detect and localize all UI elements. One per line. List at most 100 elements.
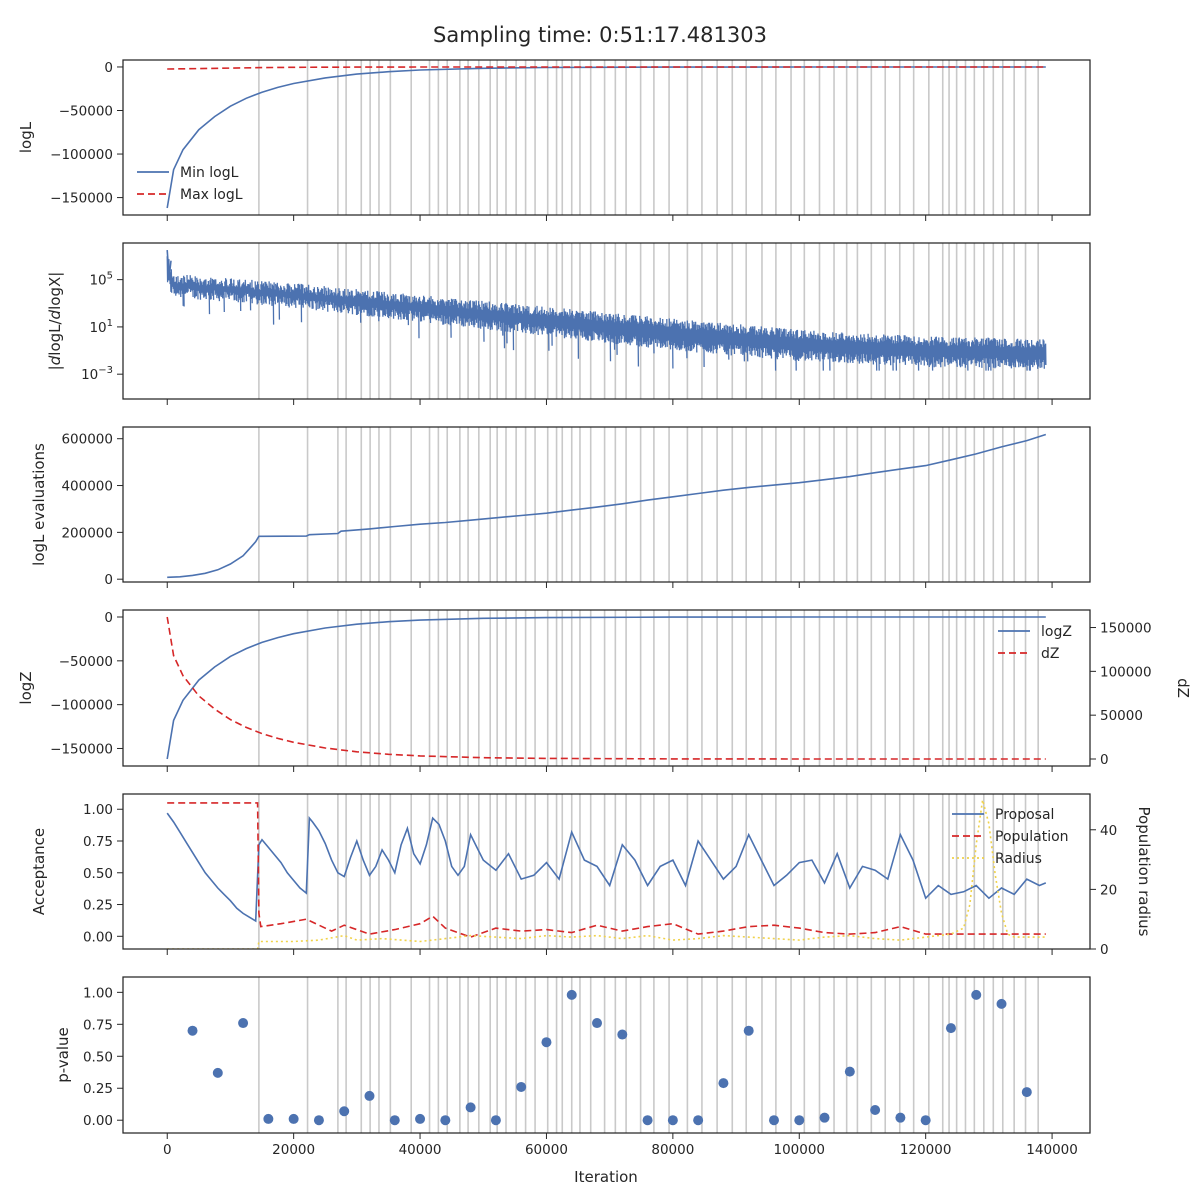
y-axis-label: |dlogL/dlogX| [46,272,64,371]
legend-label: logZ [1041,624,1072,640]
legend-label: Radius [995,851,1042,867]
data-point [870,1104,881,1115]
x-tick-label: 120000 [900,1142,952,1158]
series-group [187,989,1032,1126]
reference-lines [258,427,1039,582]
reference-lines [258,60,1039,215]
y-tick-label-right: 40 [1100,823,1117,839]
x-tick-label: 0 [163,1142,172,1158]
data-point [566,989,577,1000]
figure-title: Sampling time: 0:51:17.481303 [433,23,767,47]
panel-3: 0 200000 400000 600000 logL evaluations [30,426,1091,588]
data-point [490,1115,501,1126]
y-tick-label: −50000 [59,654,113,670]
data-point [440,1115,451,1126]
y-axis-label: logL evaluations [30,443,48,566]
data-point [920,1115,931,1126]
y-tick-label: 101 [89,318,113,336]
series-group [166,799,1047,949]
data-point [465,1102,476,1113]
series-line-2 [166,616,1046,760]
panel-5: 0.00 0.25 0.50 0.75 1.00 0 20 40 Acceptance Popul… [30,793,1153,958]
panel-1: 0 −50000 −100000 −150000 logL Min logL Max log… [17,59,1091,221]
data-point [592,1018,603,1029]
data-point [364,1090,375,1101]
panel-4: 0 −50000 −100000 −150000 0 50000 100000 150000 l… [17,609,1192,772]
data-point [288,1113,299,1124]
y-tick-label: 200000 [61,525,113,541]
y-tick-label-right: 0 [1100,942,1109,958]
data-point [212,1067,223,1078]
y-tick-label: 0 [104,572,113,588]
panels: 0 −50000 −100000 −150000 logL Min logL Max log… [17,59,1192,1158]
data-point [238,1018,249,1029]
y-axis-label: logZ [17,671,35,704]
y-tick-label: −100000 [50,147,113,163]
axes-frame [122,793,1091,950]
series-line-1 [166,812,1047,923]
legend-label: Min logL [180,165,239,181]
y-tick-label: 0.00 [83,1113,113,1129]
x-tick-label: 140000 [1026,1142,1078,1158]
y-tick-label: 0 [104,610,113,626]
data-point [819,1112,830,1123]
y-axis-label: Acceptance [30,828,48,915]
y-tick-label: 1.00 [83,802,113,818]
y-tick-label-right: 150000 [1100,621,1152,637]
axes-frame [122,976,1091,1134]
y-tick-label: 0.50 [83,866,113,882]
x-tick-label: 80000 [651,1142,694,1158]
series-line-2 [167,802,1046,938]
series-line [166,256,1047,371]
data-point [844,1066,855,1077]
x-axis-label: Iteration [574,1168,638,1186]
data-point [263,1113,274,1124]
data-point [642,1115,653,1126]
panel-2: 105 101 10−3 |dlogL/dlogX| [46,242,1091,405]
y-tick-label: 400000 [61,479,113,495]
y-tick-label-right: 100000 [1100,664,1152,680]
data-point [516,1081,527,1092]
reference-lines [258,977,1039,1133]
y-axis-label: p-value [54,1027,72,1083]
axes-frame [122,426,1091,583]
y-tick-label: 600000 [61,432,113,448]
y-tick-label: 0.25 [83,898,113,914]
y-tick-label: 0.75 [83,834,113,850]
y-tick-label: 1.00 [83,985,113,1001]
x-tick-label: 100000 [773,1142,825,1158]
y-tick-label: −150000 [50,191,113,207]
legend-label: dZ [1041,646,1059,662]
y-tick-label: 10−3 [81,365,113,383]
axes-frame [122,609,1091,767]
data-point [718,1078,729,1089]
y-tick-label: 0.25 [83,1081,113,1097]
data-point [541,1037,552,1048]
y-tick-label: 105 [89,271,113,289]
series-group [167,433,1047,579]
reference-lines [258,610,1039,766]
series-group [166,66,1046,209]
y-tick-label: 0 [104,60,113,76]
reference-lines [258,794,1039,949]
series-line-1 [166,616,1046,760]
data-point [339,1106,350,1117]
y-tick-label-right: 0 [1100,752,1109,768]
y-tick-label: −50000 [59,104,113,120]
y-axis-label-right: Population radius [1135,807,1153,937]
data-point [743,1025,754,1036]
legend-label: Proposal [995,807,1054,823]
data-point [415,1113,426,1124]
data-point [389,1115,400,1126]
series-group [166,250,1047,371]
series-line-1 [167,433,1047,579]
y-axis-label-right: dZ [1174,678,1192,698]
x-tick-label: 60000 [525,1142,568,1158]
data-point [617,1029,628,1040]
series-line-3 [167,799,1046,949]
data-point [693,1115,704,1126]
data-point [996,998,1007,1009]
y-tick-label: 0.50 [83,1049,113,1065]
series-line-2 [167,66,1046,70]
